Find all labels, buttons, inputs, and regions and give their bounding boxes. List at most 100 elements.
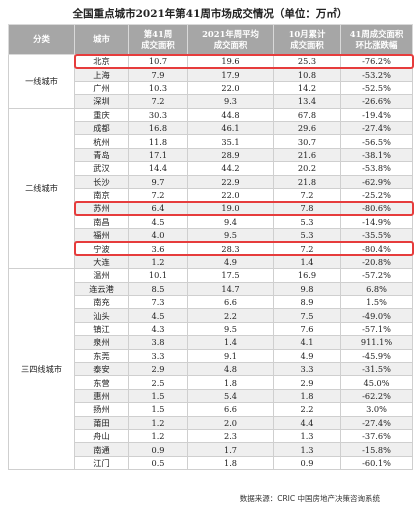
value-cell: 11.8 bbox=[128, 134, 188, 149]
table-body: 一线城市 北京 10.7 19.6 25.3 -76.2% 上海 7.9 17.9 10.8 -53… bbox=[8, 53, 413, 471]
table-row: 莆田 1.2 2.0 4.4 -27.4% bbox=[9, 415, 413, 430]
city-cell: 镇江 bbox=[74, 321, 129, 337]
table-row: 杭州 11.8 35.1 30.7 -56.5% bbox=[9, 134, 413, 149]
value-cell: -57.2% bbox=[340, 268, 413, 283]
city-cell: 泉州 bbox=[74, 335, 129, 350]
value-cell: 17.1 bbox=[128, 147, 188, 163]
value-cell: 7.2 bbox=[128, 94, 188, 109]
value-cell: 4.9 bbox=[273, 348, 341, 363]
value-cell: 4.9 bbox=[187, 254, 274, 270]
table-row: 泉州 3.8 1.4 4.1 911.1% bbox=[9, 335, 413, 350]
value-cell: -80.6% bbox=[340, 201, 413, 216]
value-cell: 7.2 bbox=[273, 187, 341, 203]
value-cell: 1.8 bbox=[187, 375, 274, 390]
city-cell: 福州 bbox=[74, 228, 129, 243]
value-cell: 22.0 bbox=[187, 80, 274, 96]
city-cell: 苏州 bbox=[74, 201, 129, 216]
value-cell: 2.9 bbox=[128, 361, 188, 377]
value-cell: 1.2 bbox=[128, 428, 188, 444]
table-row: 镇江 4.3 9.5 7.6 -57.1% bbox=[9, 321, 413, 337]
value-cell: 3.3 bbox=[128, 348, 188, 363]
value-cell: 3.0% bbox=[340, 402, 413, 417]
value-cell: 28.3 bbox=[187, 241, 274, 256]
value-cell: 10.1 bbox=[128, 268, 188, 283]
value-cell: 46.1 bbox=[187, 120, 274, 136]
value-cell: 1.4 bbox=[187, 335, 274, 350]
table-row: 舟山 1.2 2.3 1.3 -37.6% bbox=[9, 428, 413, 444]
value-cell: -45.9% bbox=[340, 348, 413, 363]
column-header: 10月累计 成交面积 bbox=[273, 24, 341, 55]
table-row: 扬州 1.5 6.6 2.2 3.0% bbox=[9, 402, 413, 417]
value-cell: 6.6 bbox=[187, 295, 274, 310]
source-note: 数据来源：CRIC 中国房地产决策咨询系统 bbox=[239, 494, 380, 503]
value-cell: 5.4 bbox=[187, 388, 274, 404]
value-cell: 1.3 bbox=[273, 428, 341, 444]
value-cell: 8.9 bbox=[273, 295, 341, 310]
value-cell: 20.2 bbox=[273, 161, 341, 176]
value-cell: 22.0 bbox=[187, 187, 274, 203]
column-header: 分类 bbox=[8, 24, 75, 55]
value-cell: 1.5 bbox=[128, 402, 188, 417]
value-cell: 19.6 bbox=[187, 53, 274, 69]
value-cell: 7.5 bbox=[273, 308, 341, 323]
value-cell: 5.3 bbox=[273, 214, 341, 230]
value-cell: 7.2 bbox=[273, 241, 341, 256]
table-row: 二线城市 重庆 30.3 44.8 67.8 -19.4% bbox=[8, 107, 413, 270]
value-cell: 4.1 bbox=[273, 335, 341, 350]
value-cell: 17.5 bbox=[187, 268, 274, 283]
value-cell: 14.2 bbox=[273, 80, 341, 96]
table-row: 南通 0.9 1.7 1.3 -15.8% bbox=[9, 442, 413, 457]
city-cell: 温州 bbox=[74, 268, 129, 283]
city-cell: 南昌 bbox=[74, 214, 129, 230]
table-row: 深圳 7.2 9.3 13.4 -26.6% bbox=[9, 94, 413, 109]
city-cell: 莆田 bbox=[74, 415, 129, 430]
value-cell: -53.2% bbox=[340, 67, 413, 82]
value-cell: 0.5 bbox=[128, 455, 188, 471]
city-cell: 深圳 bbox=[74, 94, 129, 109]
city-cell: 扬州 bbox=[74, 402, 129, 417]
table-row: 南京 7.2 22.0 7.2 -25.2% bbox=[9, 187, 413, 203]
value-cell: 1.8 bbox=[273, 388, 341, 404]
value-cell: -14.9% bbox=[340, 214, 413, 230]
value-cell: 21.6 bbox=[273, 147, 341, 163]
city-cell: 上海 bbox=[74, 67, 129, 82]
value-cell: 25.3 bbox=[273, 53, 341, 69]
value-cell: 67.8 bbox=[273, 107, 341, 122]
value-cell: 9.7 bbox=[128, 174, 188, 189]
city-cell: 南通 bbox=[74, 442, 129, 457]
table-row: 东莞 3.3 9.1 4.9 -45.9% bbox=[9, 348, 413, 363]
value-cell: 4.5 bbox=[128, 214, 188, 230]
value-cell: 0.9 bbox=[128, 442, 188, 457]
value-cell: 7.8 bbox=[273, 201, 341, 216]
value-cell: 9.3 bbox=[187, 94, 274, 109]
value-cell: 1.4 bbox=[273, 254, 341, 270]
value-cell: 14.4 bbox=[128, 161, 188, 176]
value-cell: 911.1% bbox=[340, 335, 413, 350]
city-cell: 广州 bbox=[74, 80, 129, 96]
value-cell: 13.4 bbox=[273, 94, 341, 109]
value-cell: -25.2% bbox=[340, 187, 413, 203]
city-cell: 长沙 bbox=[74, 174, 129, 189]
value-cell: 28.9 bbox=[187, 147, 274, 163]
value-cell: -27.4% bbox=[340, 415, 413, 430]
city-cell: 青岛 bbox=[74, 147, 129, 163]
value-cell: 14.7 bbox=[187, 281, 274, 297]
city-cell: 武汉 bbox=[74, 161, 129, 176]
value-cell: -62.9% bbox=[340, 174, 413, 189]
column-header: 第41周 成交面积 bbox=[128, 24, 188, 55]
city-cell: 大连 bbox=[74, 254, 129, 270]
value-cell: 3.3 bbox=[273, 361, 341, 377]
value-cell: 1.5 bbox=[128, 388, 188, 404]
table-row: 惠州 1.5 5.4 1.8 -62.2% bbox=[9, 388, 413, 404]
value-cell: 1.3 bbox=[273, 442, 341, 457]
value-cell: 30.7 bbox=[273, 134, 341, 149]
value-cell: 9.5 bbox=[187, 321, 274, 337]
header-row: 分类 城市 第41周 成交面积 2021年周平均 成交面积 10月累计 成交面积 41周成交面积… bbox=[8, 24, 413, 55]
value-cell: 7.3 bbox=[128, 295, 188, 310]
value-cell: -27.4% bbox=[340, 120, 413, 136]
column-header: 2021年周平均 成交面积 bbox=[187, 24, 274, 55]
value-cell: -15.8% bbox=[340, 442, 413, 457]
value-cell: 5.3 bbox=[273, 228, 341, 243]
value-cell: -37.6% bbox=[340, 428, 413, 444]
table-row: 宁波 3.6 28.3 7.2 -80.4% bbox=[9, 241, 413, 256]
